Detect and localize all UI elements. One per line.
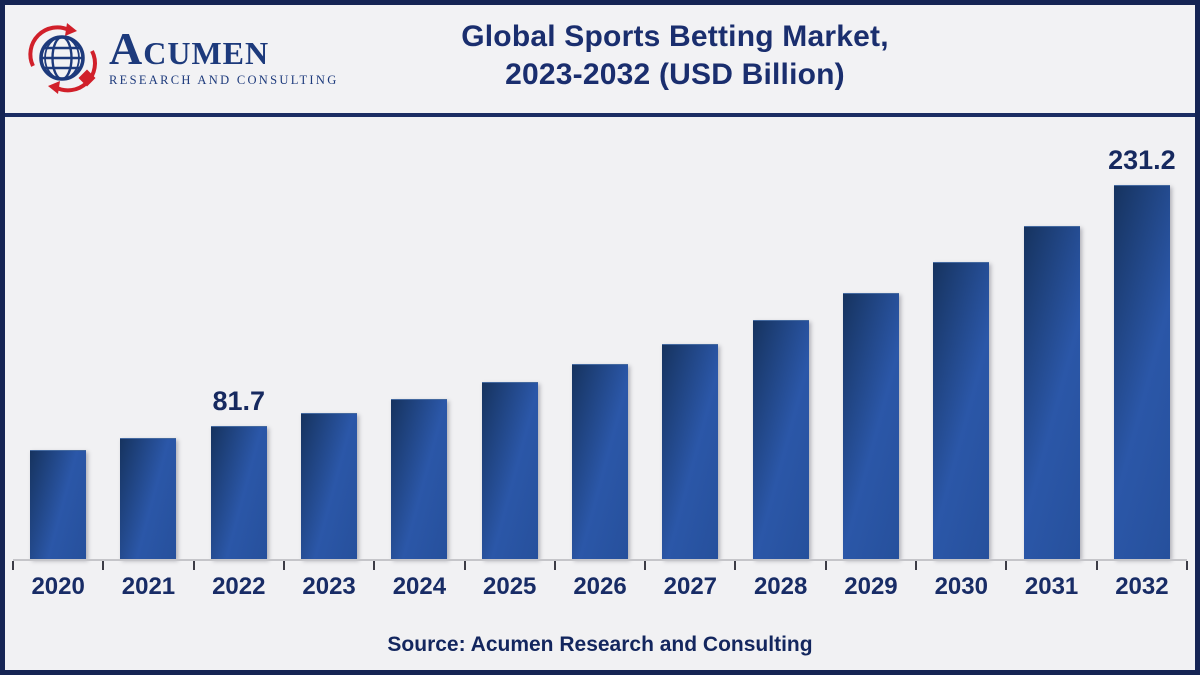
axis-tick [102,561,105,570]
year-label-2030: 2030 [934,573,988,600]
bar-value-label-2032: 231.2 [1108,145,1176,175]
bar-cell [736,117,826,559]
brand-tagline: RESEARCH AND CONSULTING [109,73,339,88]
header: Acumen RESEARCH AND CONSULTING Global Sp… [5,5,1195,117]
bar-cell [826,117,916,559]
year-label-2027: 2027 [663,573,718,600]
x-axis-labels: 2020 2021 2022 2023 2024 2025 2026 2027 2028 2029… [13,573,1187,601]
x-axis [12,559,1188,570]
bar-cell [1006,117,1096,559]
source-text: Source: Acumen Research and Consulting [387,633,813,656]
year-label-2025: 2025 [483,573,537,600]
chart-title: Global Sports Betting Market, 2023-2032 … [235,18,1115,95]
year-label-2023: 2023 [302,573,356,600]
bar-cell [13,117,103,559]
bars-row: 81.7 231.2 [13,117,1187,559]
bar-cell [916,117,1006,559]
bar-2031 [1023,226,1080,559]
bar-2030 [933,262,990,559]
bar-cell [284,117,374,559]
bar-cell [555,117,645,559]
diamond-icon [78,69,96,87]
bar-2032 [1113,185,1170,559]
chart-title-line1: Global Sports Betting Market, [461,20,889,53]
axis-tick [373,561,376,570]
axis-tick [463,561,466,570]
axis-tick [282,561,285,570]
chart-title-line2: 2023-2032 (USD Billion) [505,58,845,92]
axis-tick [192,561,195,570]
bar-2027 [662,343,719,559]
axis-tick [1095,561,1098,570]
year-label-2021: 2021 [121,573,176,600]
bar-2029 [842,292,899,559]
bar-2028 [752,320,809,559]
bar-cell: 81.7 [194,117,284,559]
axis-tick [1186,561,1188,570]
bar-2020 [30,449,87,559]
bar-value-label-2022: 81.7 [212,386,266,417]
axis-tick [644,561,647,570]
year-label-2024: 2024 [392,573,447,600]
axis-tick [12,561,14,570]
year-label-2020: 2020 [31,573,85,600]
axis-tick [1005,561,1008,570]
bar-2024 [391,399,448,559]
bar-2021 [120,437,177,559]
year-label-2026: 2026 [573,573,627,600]
logo: Acumen RESEARCH AND CONSULTING [25,20,339,96]
logo-text: Acumen RESEARCH AND CONSULTING [109,22,339,88]
chart-area: 81.7 231.2 2020 2021 2022 2023 2024 2025 2026 20… [5,117,1195,670]
year-label-2031: 2031 [1024,573,1079,600]
year-label-2032: 2032 [1115,573,1169,600]
axis-tick [734,561,737,570]
year-label-2022: 2022 [212,573,266,600]
axis-tick [915,561,918,570]
bar-cell [103,117,193,559]
bar-cell [645,117,735,559]
bar-2022 [210,426,267,559]
bar-2025 [481,382,538,559]
bar-cell [374,117,464,559]
axis-tick [824,561,827,570]
bar-2023 [301,412,358,559]
brand-name: Acumen [109,22,270,74]
year-label-2029: 2029 [844,573,898,600]
axis-tick [553,561,556,570]
globe-logo-icon [28,23,97,94]
bar-cell: 231.2 [1097,117,1187,559]
bar-2026 [572,363,629,559]
bar-cell [465,117,555,559]
year-label-2028: 2028 [753,573,808,600]
